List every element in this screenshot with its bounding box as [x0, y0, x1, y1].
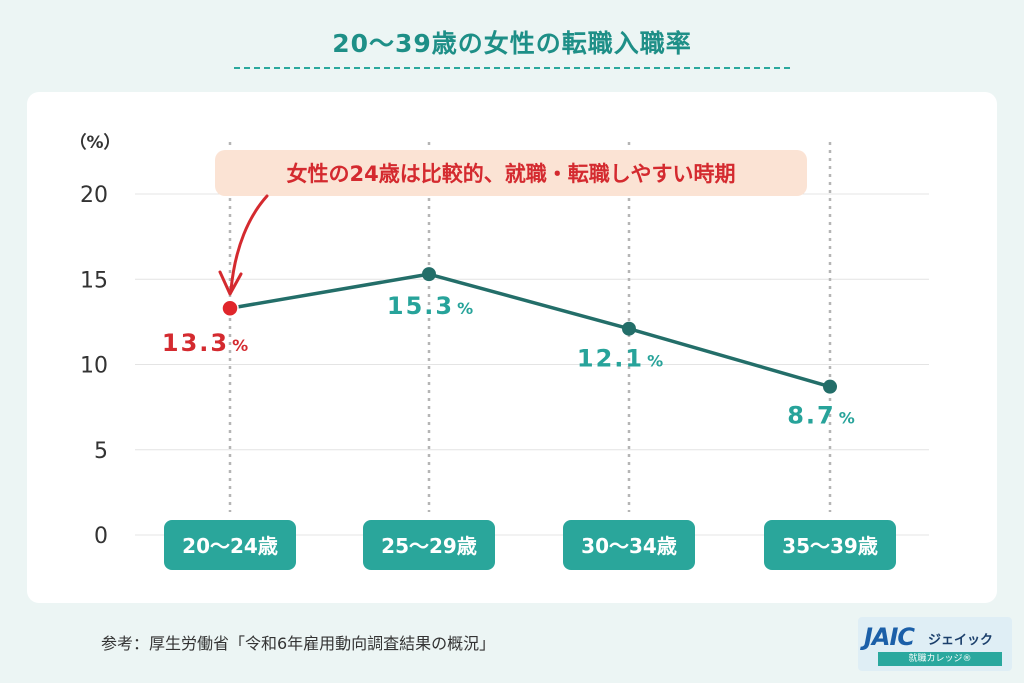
line-chart: （%） 0 5 10 15 20 13.3 % 15.3 % 12.1 % 8.7 % 20〜24歳 25〜2…	[69, 132, 929, 570]
x-tick-label: 20〜24歳	[182, 534, 278, 558]
callout-box	[215, 150, 807, 196]
data-label-unit: %	[232, 336, 250, 355]
data-label-unit: %	[457, 299, 475, 318]
chart-card: （%） 0 5 10 15 20 13.3% 15.3% 12.1% 8.7% 20〜24歳 25〜2…	[27, 92, 997, 603]
data-label-unit: %	[647, 352, 665, 371]
data-label: 13.3%	[162, 329, 250, 357]
category-badge	[164, 520, 296, 570]
data-point	[221, 299, 239, 317]
title-underline	[234, 67, 790, 69]
data-label: 15.3%	[387, 292, 475, 320]
chart-title: 20〜39歳の女性の転職入職率	[332, 29, 692, 58]
series-line	[229, 272, 831, 389]
category-badge	[764, 520, 896, 570]
category-badge	[363, 520, 495, 570]
y-tick-label: 10	[80, 354, 108, 379]
x-tick-label: 35〜39歳	[782, 534, 878, 558]
y-tick-label: 5	[94, 439, 108, 464]
x-tick-label: 25〜29歳	[381, 534, 477, 558]
callout-arrowhead	[218, 270, 243, 296]
callout-text: 女性の24歳は比較的、就職・転職しやすい時期	[286, 162, 735, 186]
x-tick-label: 30〜34歳	[581, 534, 677, 558]
data-label-unit: %	[839, 409, 857, 428]
source-note: 参考：厚生労働省「令和6年雇用動向調査結果の概況」	[101, 634, 496, 653]
callout-arrow	[229, 194, 269, 292]
data-point	[622, 321, 636, 336]
data-point	[823, 379, 837, 394]
category-badge	[563, 520, 695, 570]
data-point	[422, 267, 436, 282]
y-axis-label: （%）	[69, 132, 120, 153]
data-label: 8.7%	[787, 402, 857, 430]
y-tick-label: 15	[80, 268, 108, 293]
data-label: 12.1%	[577, 345, 665, 373]
logo-name: ジェイック	[928, 633, 994, 648]
jaic-logo: JAIC ジェイック 就職カレッジ®	[858, 617, 1012, 671]
y-tick-label: 0	[94, 524, 108, 549]
logo-mark: JAIC	[864, 623, 915, 651]
logo-subtitle: 就職カレッジ®	[878, 652, 1002, 666]
y-tick-label: 20	[80, 183, 108, 208]
